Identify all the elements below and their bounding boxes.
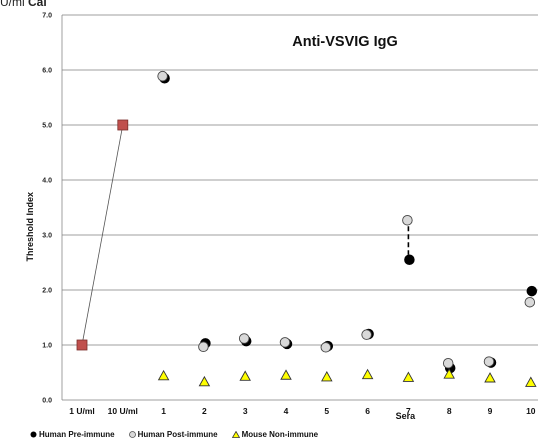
x-tick-label: 2 <box>202 406 207 416</box>
post-immune-point <box>279 337 291 348</box>
y-tick-label: 6.0 <box>42 68 52 75</box>
x-tick-labels: 1 U/ml 10 U/ml 1 2 3 4 5 6 7 8 9 10 <box>69 406 536 416</box>
header-text-bold: Cal <box>28 0 47 9</box>
x-tick-label: 4 <box>284 406 289 416</box>
calibrator-line <box>81 124 124 346</box>
legend: Human Pre-immune Human Post-immune Mouse… <box>30 430 318 439</box>
x-tick-label: 5 <box>324 406 329 416</box>
mouse-non-immune-point <box>402 371 415 382</box>
mouse-non-immune-point <box>198 375 211 387</box>
post-immune-point <box>157 70 168 82</box>
y-axis-label: Threshold Index <box>25 192 35 262</box>
x-tick-label: 9 <box>488 406 493 416</box>
chart: 0.0 1.0 2.0 3.0 4.0 5.0 6.0 7.0 1 U/ml 10 U/ml 1 2… <box>25 13 538 421</box>
post-immune-point <box>402 214 413 226</box>
x-tick-label: 1 U/ml <box>69 406 95 416</box>
y-tick-label: 4.0 <box>42 178 52 185</box>
legend-label-post-immune: Human Post-immune <box>137 430 218 439</box>
legend-yellow-triangle-icon <box>231 431 240 438</box>
post-immune-point <box>483 356 495 367</box>
mouse-non-immune-point <box>525 376 537 387</box>
mouse-non-immune-point <box>484 372 496 383</box>
x-tick-label: 8 <box>447 406 452 416</box>
post-immune-point <box>238 333 250 344</box>
data-marks <box>76 70 538 387</box>
x-axis-label: Sera <box>396 411 417 421</box>
post-immune-point <box>442 358 454 369</box>
pre-immune-point <box>526 285 538 297</box>
y-tick-labels: 0.0 1.0 2.0 3.0 4.0 5.0 6.0 7.0 <box>42 13 52 405</box>
post-immune-point <box>320 342 332 353</box>
x-tick-label: 3 <box>243 406 248 416</box>
legend-label-mouse-non-immune: Mouse Non-immune <box>241 430 319 439</box>
mouse-non-immune-point <box>361 368 374 380</box>
pre-immune-point <box>404 254 415 265</box>
y-tick-label: 3.0 <box>42 233 52 240</box>
y-tick-label: 0.0 <box>42 398 52 405</box>
mouse-non-immune-point <box>321 370 333 382</box>
post-immune-point <box>198 341 209 353</box>
calibrator-point <box>76 339 88 351</box>
legend-black-circle-icon <box>30 431 37 438</box>
legend-item-mouse-non-immune: Mouse Non-immune <box>231 430 319 439</box>
legend-item-pre-immune: Human Pre-immune <box>30 430 115 439</box>
x-tick-label: 1 <box>161 406 166 416</box>
legend-label-pre-immune: Human Pre-immune <box>39 430 115 439</box>
post-immune-point <box>361 329 372 340</box>
header-text: U/ml Cal <box>0 0 47 9</box>
grid-layer <box>62 14 538 401</box>
x-tick-label: 7 <box>406 406 411 416</box>
header-text-prefix: U/ml <box>0 0 28 9</box>
calibrator-point <box>117 119 129 131</box>
y-tick-label: 1.0 <box>42 343 52 350</box>
mouse-non-immune-point <box>157 369 170 381</box>
legend-item-post-immune: Human Post-immune <box>128 430 218 439</box>
y-tick-label: 2.0 <box>42 288 52 295</box>
y-tick-label: 5.0 <box>42 123 52 130</box>
x-tick-label: 6 <box>365 406 370 416</box>
y-tick-label: 7.0 <box>42 13 52 20</box>
legend-gray-circle-icon <box>128 431 136 438</box>
mouse-non-immune-point <box>443 368 455 379</box>
x-tick-label: 10 <box>526 406 536 416</box>
chart-title: Anti-VSVIG IgG <box>292 34 398 50</box>
x-tick-label: 10 U/ml <box>108 406 138 416</box>
mouse-non-immune-point <box>280 369 292 380</box>
mouse-non-immune-point <box>239 370 251 381</box>
post-immune-point <box>524 296 536 308</box>
